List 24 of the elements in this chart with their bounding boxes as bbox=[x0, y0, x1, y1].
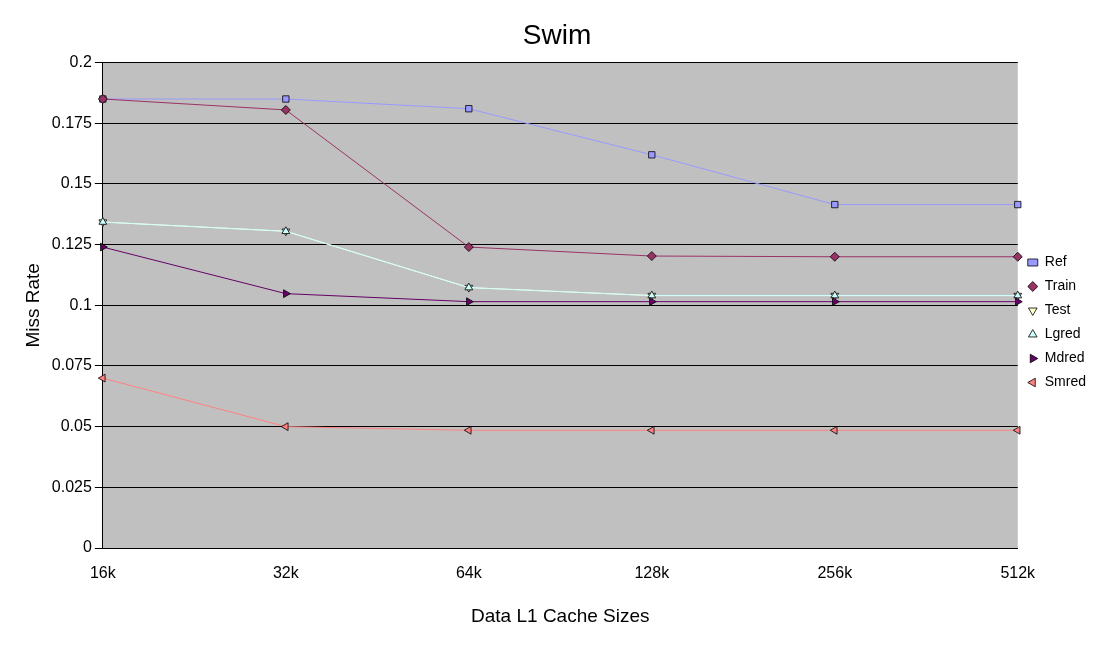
legend-label: Mdred bbox=[1044, 349, 1085, 366]
y-tick-label: 0.15 bbox=[60, 174, 92, 192]
y-tick-label: 0.175 bbox=[51, 113, 92, 131]
chart-title: Swim bbox=[522, 18, 592, 50]
y-tick-label: 0.2 bbox=[69, 53, 92, 71]
y-tick-label: 0.05 bbox=[60, 417, 92, 435]
x-tick-label: 256k bbox=[817, 564, 854, 582]
legend-label: Train bbox=[1044, 277, 1077, 294]
legend-label: Test bbox=[1044, 301, 1071, 318]
x-tick-label: 128k bbox=[634, 564, 671, 582]
y-axis-title: Miss Rate bbox=[21, 263, 43, 348]
y-tick-label: 0.025 bbox=[51, 477, 92, 495]
legend-label: Ref bbox=[1044, 253, 1067, 270]
y-tick-label: 0.1 bbox=[69, 295, 92, 313]
y-tick-label: 0.125 bbox=[51, 235, 92, 253]
x-axis-title: Data L1 Cache Sizes bbox=[471, 604, 650, 626]
x-tick-label: 32k bbox=[272, 564, 300, 582]
y-tick-label: 0 bbox=[82, 538, 92, 556]
legend-label: Lgred bbox=[1044, 325, 1081, 342]
x-tick-label: 64k bbox=[455, 564, 483, 582]
legend-label: Smred bbox=[1044, 373, 1086, 390]
x-tick-label: 16k bbox=[89, 564, 117, 582]
y-tick-label: 0.075 bbox=[51, 356, 92, 374]
x-tick-label: 512k bbox=[1000, 564, 1037, 582]
